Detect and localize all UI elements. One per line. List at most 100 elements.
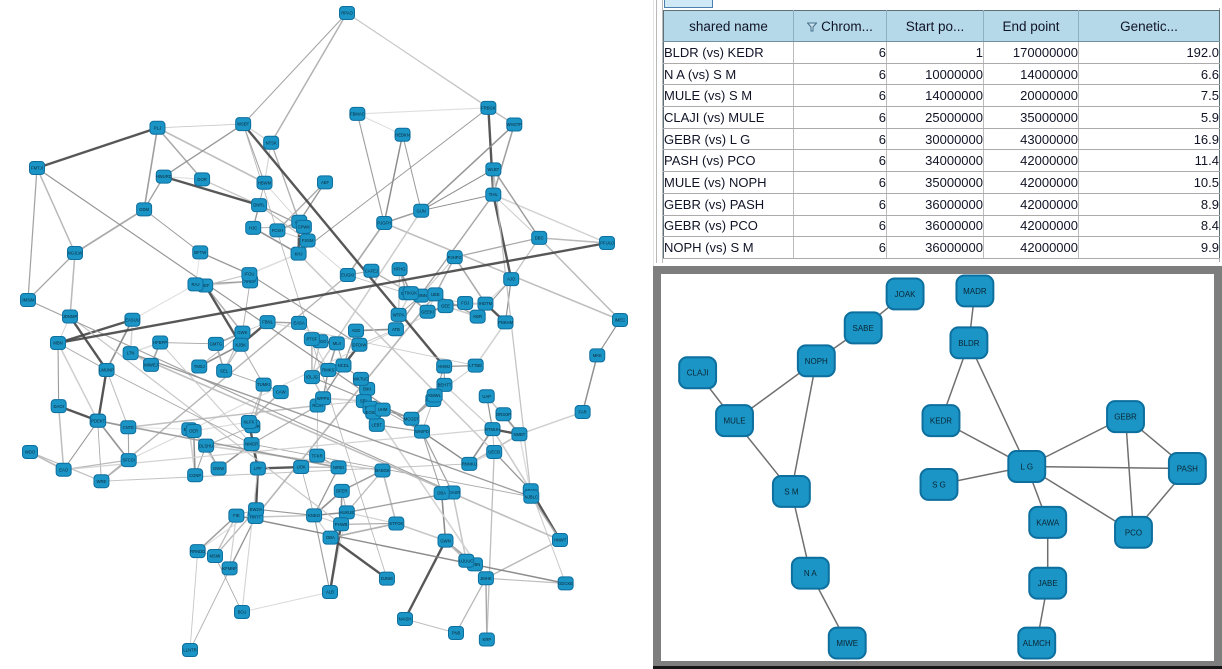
- network-node[interactable]: WNIPD: [413, 424, 430, 439]
- node-sabe[interactable]: SABE: [843, 311, 883, 345]
- network-node[interactable]: MSMI: [207, 549, 223, 563]
- network-node[interactable]: TMSJ: [191, 359, 208, 374]
- network-node[interactable]: FOJ: [457, 295, 474, 310]
- network-node[interactable]: HEBKN: [394, 127, 411, 142]
- network-node[interactable]: LTN: [122, 346, 139, 361]
- network-node[interactable]: SFCSI: [120, 453, 137, 468]
- network-node[interactable]: AJO: [503, 272, 520, 287]
- network-node[interactable]: LLNTR: [182, 643, 198, 657]
- node-n-a[interactable]: N A: [790, 556, 830, 590]
- node-almch[interactable]: ALMCH: [1017, 626, 1057, 660]
- network-node[interactable]: IOLJG: [303, 370, 320, 385]
- network-node[interactable]: HUKUE: [338, 505, 355, 520]
- network-node[interactable]: FIE: [228, 508, 245, 523]
- network-node[interactable]: HBWM: [256, 175, 273, 190]
- network-node[interactable]: MLII: [328, 336, 345, 351]
- network-node[interactable]: LMUNP: [98, 362, 115, 377]
- network-node[interactable]: BFER: [333, 483, 350, 498]
- node-claji[interactable]: CLAJI: [678, 356, 718, 390]
- sub-network-canvas[interactable]: JOAK MADR SABE BLDR NOPH CLAJI KEDR GEBR MULE L G…: [661, 274, 1214, 661]
- network-node[interactable]: TIKGK: [402, 286, 419, 301]
- network-node[interactable]: BCU: [234, 605, 250, 619]
- network-node[interactable]: ATB: [387, 322, 404, 337]
- network-node[interactable]: RMKS: [320, 362, 337, 377]
- network-node[interactable]: FSSM: [299, 233, 316, 248]
- node-jabe[interactable]: JABE: [1028, 566, 1068, 600]
- network-node[interactable]: MBN: [50, 336, 66, 350]
- network-node[interactable]: PNB: [448, 626, 464, 640]
- column-header-chrom---[interactable]: Chrom...: [793, 10, 887, 42]
- network-node[interactable]: RTMUH: [484, 422, 501, 437]
- network-node[interactable]: SEL: [216, 363, 233, 378]
- sub-network-edge-NOPH-SM[interactable]: [790, 360, 818, 492]
- network-node[interactable]: RNNKU: [461, 456, 478, 471]
- network-node[interactable]: ALB: [322, 585, 338, 599]
- network-node[interactable]: NJBLC: [523, 489, 540, 504]
- network-node[interactable]: WTPA: [390, 307, 407, 322]
- column-header-genetic---[interactable]: Genetic...: [1078, 10, 1220, 42]
- network-node[interactable]: PLJ: [149, 120, 166, 135]
- node-joak[interactable]: JOAK: [885, 277, 925, 311]
- network-node[interactable]: PJGFH: [376, 215, 393, 230]
- network-node[interactable]: WDO: [22, 445, 38, 459]
- network-node[interactable]: FBNL: [259, 315, 276, 330]
- network-node[interactable]: ADD: [348, 323, 365, 338]
- network-node[interactable]: NLFK: [240, 414, 257, 429]
- node-pash[interactable]: PASH: [1167, 452, 1207, 485]
- column-header-start-po---[interactable]: Start po...: [886, 10, 984, 42]
- network-node[interactable]: ORSOP: [495, 407, 512, 422]
- sub-network-edge-GEBR-PCO[interactable]: [1124, 416, 1135, 533]
- network-node[interactable]: EAO: [55, 462, 72, 477]
- node-pco[interactable]: PCO: [1114, 515, 1153, 549]
- network-node[interactable]: TIHL: [485, 187, 502, 202]
- network-node[interactable]: GWK: [234, 325, 251, 340]
- network-node[interactable]: RRNDD: [189, 544, 206, 559]
- network-node[interactable]: RPAO: [339, 6, 355, 20]
- node-l-g[interactable]: L G: [1007, 450, 1047, 483]
- network-node[interactable]: MCGDT: [403, 411, 420, 426]
- network-node[interactable]: DAOI: [50, 399, 67, 414]
- network-node[interactable]: UOK: [293, 460, 310, 475]
- network-node[interactable]: KHJ: [290, 246, 307, 261]
- table-row[interactable]: NOPH (vs) S M 6 36000000 42000000 9.9: [663, 236, 1220, 259]
- main-network-view[interactable]: RPAO FMTJI NGJLW MBN JMSIM WDO LLNTR BCU ALB NAIS…: [0, 0, 653, 669]
- network-node[interactable]: UECB: [486, 444, 503, 459]
- node-s-g[interactable]: S G: [919, 467, 959, 501]
- network-node[interactable]: CGNP: [187, 468, 204, 483]
- network-node[interactable]: JDNMP: [62, 309, 79, 324]
- network-node[interactable]: DJNIE: [378, 571, 395, 586]
- network-node[interactable]: PDEKT: [90, 413, 107, 428]
- network-node[interactable]: WRE: [93, 474, 110, 489]
- network-node[interactable]: IHDTM: [477, 296, 494, 311]
- network-node[interactable]: WSBT: [235, 117, 252, 132]
- network-node[interactable]: KBR: [469, 309, 486, 324]
- network-node[interactable]: KNEO: [306, 508, 323, 523]
- network-node[interactable]: DBC: [531, 230, 548, 245]
- column-header-end-point[interactable]: End point: [983, 10, 1079, 42]
- network-node[interactable]: TFKR: [309, 448, 326, 463]
- network-node[interactable]: IMEC: [612, 313, 628, 327]
- network-node[interactable]: BFTW: [192, 245, 209, 260]
- network-node[interactable]: NMBT: [511, 427, 528, 442]
- network-node[interactable]: WHGTP: [506, 117, 523, 132]
- network-node[interactable]: RAJ: [187, 277, 204, 292]
- network-node[interactable]: HFBPP: [152, 335, 169, 350]
- node-miwe[interactable]: MIWE: [827, 626, 867, 660]
- network-node[interactable]: KJBK: [232, 337, 249, 352]
- network-node[interactable]: FRBGK: [480, 100, 497, 115]
- network-node[interactable]: IFOU: [241, 267, 258, 282]
- network-node[interactable]: GDCKE: [557, 576, 574, 591]
- network-node[interactable]: LTTBE: [467, 358, 484, 373]
- network-node[interactable]: GMTG: [207, 336, 224, 351]
- network-node[interactable]: DLSHU: [198, 438, 215, 453]
- network-node[interactable]: CNTE: [120, 420, 137, 435]
- network-node[interactable]: NAISH: [397, 612, 413, 626]
- network-node[interactable]: TUMKI: [255, 377, 272, 392]
- table-tab[interactable]: [664, 0, 713, 8]
- node-s-m[interactable]: S M: [771, 474, 811, 508]
- network-node[interactable]: FBMAC: [349, 106, 366, 121]
- table-row[interactable]: MULE (vs) S M 6 14000000 20000000 7.5: [663, 84, 1220, 108]
- network-node[interactable]: PTSF: [303, 332, 320, 347]
- network-node[interactable]: HWURD: [156, 169, 172, 184]
- vertical-scrollbar[interactable]: [656, 0, 663, 263]
